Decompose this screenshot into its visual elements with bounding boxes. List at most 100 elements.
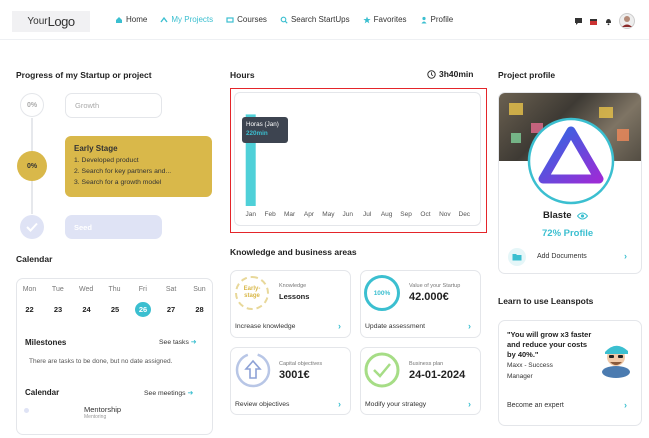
- avatar[interactable]: [619, 13, 635, 29]
- add-documents-link[interactable]: Add Documents: [537, 253, 587, 260]
- learn-author: Maxx - Success Manager: [507, 362, 553, 380]
- nav-my-projects[interactable]: My Projects: [160, 15, 213, 24]
- day-label: Mon: [22, 286, 37, 293]
- nav-search-startups[interactable]: Search StartUps: [280, 15, 350, 24]
- day-label: Sun: [193, 286, 206, 293]
- calendar-title: Calendar: [16, 254, 53, 264]
- see-tasks-link[interactable]: See tasks ➜: [159, 338, 196, 346]
- learn-quote: "You will grow x3 faster and reduce your…: [507, 330, 592, 359]
- gift-icon[interactable]: [589, 17, 598, 26]
- tick-label: May: [322, 211, 335, 218]
- tick-label: Jul: [363, 211, 372, 218]
- profile-title: Project profile: [498, 70, 556, 80]
- nav-favorites[interactable]: Favorites: [363, 15, 407, 24]
- card-link[interactable]: Review objectives: [235, 401, 290, 408]
- nav-search-label: Search StartUps: [290, 15, 350, 24]
- event-subtitle: Mentoring: [84, 414, 107, 420]
- nav-courses[interactable]: Courses: [226, 15, 267, 24]
- step-early-item: 1. Developed product: [74, 157, 139, 164]
- sticky-note: [509, 103, 523, 115]
- hours-chart-card: [234, 92, 481, 226]
- day-label: Sat: [165, 286, 177, 293]
- date-cell[interactable]: 25: [110, 305, 120, 314]
- day-label: Thu: [108, 286, 121, 293]
- nav-home[interactable]: Home: [115, 15, 147, 24]
- main-nav: Home My Projects Courses Search StartUps…: [115, 15, 453, 24]
- top-icons: [574, 13, 635, 29]
- chevron-right-icon[interactable]: ›: [624, 400, 627, 410]
- step-early-card[interactable]: Early Stage 1. Developed product 2. Sear…: [65, 136, 212, 197]
- date-cell[interactable]: 27: [166, 305, 176, 314]
- nav-profile[interactable]: Profile: [420, 15, 454, 24]
- date-cell[interactable]: 23: [53, 305, 63, 314]
- milestones-text: There are tasks to be done, but no date …: [29, 358, 173, 365]
- chevron-right-icon[interactable]: ›: [624, 251, 627, 261]
- nav-my-projects-label: My Projects: [171, 15, 214, 24]
- step-growth-circle: 0%: [20, 93, 44, 117]
- tick-label: Aug: [381, 211, 393, 218]
- tick-label: Sep: [400, 211, 412, 218]
- card-link[interactable]: Increase knowledge: [235, 323, 296, 330]
- become-expert-link[interactable]: Become an expert: [507, 402, 564, 409]
- tick-label: Mar: [284, 211, 296, 218]
- clock-icon: [427, 69, 436, 79]
- nav-home-label: Home: [126, 15, 148, 24]
- calendar-days: Mon Tue Wed Thu Fri Sat Sun: [17, 286, 212, 293]
- chevron-right-icon[interactable]: ›: [468, 399, 471, 409]
- card-label: Value of your Startup: [409, 283, 461, 289]
- star-icon: [363, 16, 371, 23]
- date-cell[interactable]: 24: [82, 305, 91, 314]
- folder-icon: [508, 248, 526, 266]
- step-seed-pill[interactable]: Seed: [65, 215, 162, 239]
- chevron-right-icon[interactable]: ›: [468, 321, 471, 331]
- learn-title: Learn to use Leanspots: [498, 296, 594, 306]
- logo[interactable]: Your Logo: [12, 11, 90, 32]
- event-title[interactable]: Mentorship: [84, 405, 122, 414]
- milestones-title: Milestones: [25, 338, 67, 347]
- hours-title: Hours: [230, 70, 255, 80]
- logo-prefix: Your: [27, 16, 48, 27]
- eye-icon[interactable]: [576, 212, 588, 220]
- date-cell-today[interactable]: 26: [135, 302, 151, 317]
- hours-chart-highlight: [230, 88, 487, 233]
- date-cell[interactable]: 22: [25, 305, 34, 314]
- arrow-right-icon: ➜: [187, 390, 194, 397]
- day-label: Tue: [51, 286, 64, 293]
- tick-label: Dec: [459, 211, 471, 218]
- logo-main: Logo: [47, 14, 75, 29]
- nav-courses-label: Courses: [237, 15, 267, 24]
- bell-icon[interactable]: [604, 17, 613, 26]
- sticky-note: [531, 123, 543, 133]
- project-name-label: Blaste: [543, 210, 572, 221]
- day-label: Wed: [79, 286, 94, 293]
- card-label: Knowledge: [279, 283, 307, 289]
- chevron-right-icon[interactable]: ›: [338, 321, 341, 331]
- hours-total: 3h40min: [427, 69, 474, 79]
- step-seed-circle: [20, 215, 44, 239]
- see-meetings-link[interactable]: See meetings ➜: [144, 389, 193, 397]
- date-cell[interactable]: 28: [195, 305, 204, 314]
- card-value: 3001€: [279, 369, 310, 381]
- hours-total-value: 3h40min: [439, 69, 474, 79]
- card-link[interactable]: Modify your strategy: [365, 401, 427, 408]
- hours-chart: Jan Feb Mar Apr May Jun Jul Aug Sep Oct Nov Dec: [245, 114, 471, 218]
- knowledge-card-business-plan[interactable]: [360, 347, 481, 415]
- projects-icon: [160, 16, 168, 22]
- see-meetings-label: See meetings: [144, 390, 186, 397]
- mascot-illustration: [602, 345, 630, 378]
- card-link[interactable]: Update assessment: [365, 323, 426, 330]
- check-icon: [26, 222, 38, 232]
- tick-label: Oct: [420, 211, 430, 218]
- calendar-card: [16, 278, 213, 435]
- chat-icon[interactable]: [574, 17, 583, 26]
- chevron-right-icon[interactable]: ›: [338, 399, 341, 409]
- home-icon: [116, 16, 122, 23]
- arrow-right-icon: ➜: [190, 339, 197, 346]
- nav-favorites-label: Favorites: [373, 15, 407, 24]
- top-bar: Your Logo Home My Projects Courses Search…: [0, 0, 649, 40]
- step-growth-pill[interactable]: Growth: [65, 93, 162, 118]
- nav-profile-label: Profile: [430, 15, 454, 24]
- bar-jan[interactable]: [245, 114, 256, 206]
- knowledge-card-capital[interactable]: [230, 347, 351, 415]
- card-label: Capital objectives: [279, 361, 323, 367]
